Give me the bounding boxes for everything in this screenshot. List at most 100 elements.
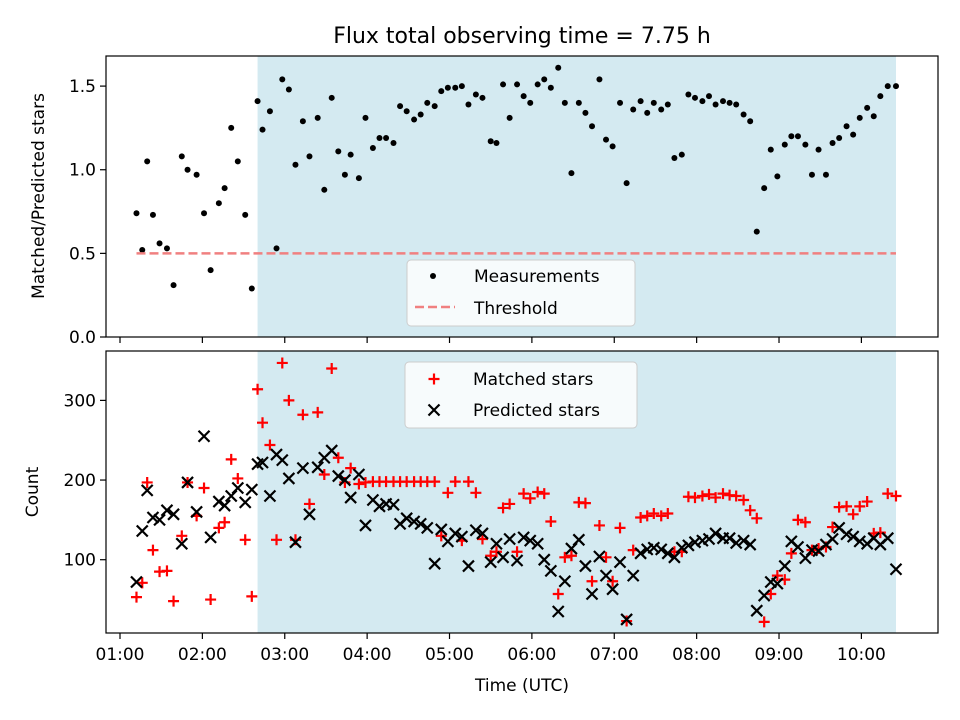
predicted-star-point (620, 613, 633, 626)
measurement-point (321, 186, 328, 193)
matched-star-point (490, 546, 502, 558)
measurement-point (520, 93, 527, 100)
predicted-star-point (771, 577, 784, 590)
matched-star-point (854, 500, 866, 512)
matched-star-point (497, 502, 509, 514)
predicted-star-point (496, 551, 510, 564)
x-tick-label: 07:00 (590, 645, 639, 665)
matched-star-point (449, 476, 461, 488)
y-tick-label: 200 (64, 471, 96, 491)
measurement-point (843, 123, 850, 130)
matched-star-point (205, 594, 217, 606)
measurement-point (314, 114, 321, 121)
measurement-point (582, 109, 589, 116)
measurement-point (884, 83, 891, 90)
measurement-point (761, 185, 768, 192)
predicted-star-point (135, 524, 149, 538)
matched-star-point (303, 498, 315, 510)
predicted-star-point (675, 541, 689, 555)
predicted-star-point (428, 557, 441, 570)
matched-star-point (271, 534, 283, 546)
matched-star-point (257, 417, 269, 429)
measurement-point (527, 99, 534, 106)
matched-star-point (168, 595, 180, 607)
measurement-point (561, 99, 568, 106)
predicted-star-point (613, 555, 627, 569)
matched-star-point (276, 357, 288, 369)
matched-star-point (751, 512, 763, 524)
matched-star-point (462, 476, 474, 488)
measurement-point (781, 141, 788, 148)
measurement-point (411, 116, 418, 123)
x-tick-label: 06:00 (507, 645, 556, 665)
x-tick-label: 09:00 (755, 645, 804, 665)
matched-star-point (552, 588, 564, 600)
predicted-star-point (140, 484, 154, 497)
matched-star-point (332, 452, 344, 464)
predicted-star-point (510, 554, 524, 567)
matched-star-point (874, 527, 886, 539)
measurement-point (892, 83, 899, 90)
ratio-y-axis-label: Matched/Predicted stars (29, 93, 49, 299)
predicted-star-point (400, 512, 413, 525)
predicted-star-point (338, 473, 352, 487)
matched-star-point (641, 510, 653, 522)
measurement-point (637, 98, 644, 105)
legend-box (406, 259, 636, 327)
predicted-star-point (204, 531, 217, 544)
measurement-point (568, 170, 575, 177)
predicted-star-point (593, 550, 606, 563)
predicted-star-point (551, 605, 565, 618)
measurement-point (487, 138, 494, 145)
matched-star-point (607, 575, 619, 587)
matched-star-point (792, 514, 804, 526)
measurement-point (144, 158, 151, 165)
matched-star-point (827, 521, 839, 533)
matched-star-point (538, 488, 550, 500)
x-tick-label: 01:00 (96, 645, 145, 665)
matched-star-point (730, 490, 742, 502)
predicted-star-point (572, 533, 586, 547)
legend-label-matched: Matched stars (473, 370, 593, 390)
y-tick-label: 300 (64, 391, 96, 411)
plot-frame (105, 350, 939, 634)
matched-star-point (435, 530, 447, 542)
matched-star-point (470, 487, 482, 499)
predicted-star-point (218, 499, 231, 512)
matched-star-point (655, 510, 667, 522)
measurement-point (630, 106, 637, 113)
measurement-point (506, 114, 513, 121)
x-tick-label: 08:00 (672, 645, 721, 665)
predicted-star-point (654, 543, 668, 556)
measurement-point (596, 76, 603, 83)
predicted-star-point (245, 483, 259, 496)
measurement-point (397, 103, 404, 110)
predicted-star-point (626, 569, 640, 582)
measurement-point (438, 88, 445, 95)
matched-star-point (225, 453, 237, 465)
predicted-star-point (146, 511, 160, 524)
matched-star-point (504, 498, 516, 510)
predicted-star-point (558, 574, 572, 588)
measurement-point (808, 171, 815, 178)
predicted-star-point (531, 537, 544, 551)
measurement-point (836, 134, 843, 141)
matched-star-point (161, 565, 173, 577)
measurement-point (815, 146, 822, 153)
predicted-star-point (579, 559, 592, 573)
legend-label-predicted: Predicted stars (473, 401, 600, 421)
predicted-star-point (469, 523, 483, 537)
y-tick-label: 1.5 (69, 77, 96, 97)
measurement-point (242, 211, 249, 218)
measurement-point (603, 136, 610, 143)
ratio-panel: 0.0 0.5 1.0 1.5 Measurements Threshold (69, 55, 939, 348)
predicted-star-point (523, 534, 537, 547)
measurement-point (163, 245, 170, 252)
measurement-point (870, 113, 877, 120)
predicted-star-point (723, 531, 736, 545)
measurement-point (390, 139, 397, 146)
matched-star-point (476, 533, 488, 545)
measurement-point (306, 153, 313, 160)
predicted-star-point (853, 535, 867, 548)
y-tick-label: 100 (64, 551, 96, 571)
